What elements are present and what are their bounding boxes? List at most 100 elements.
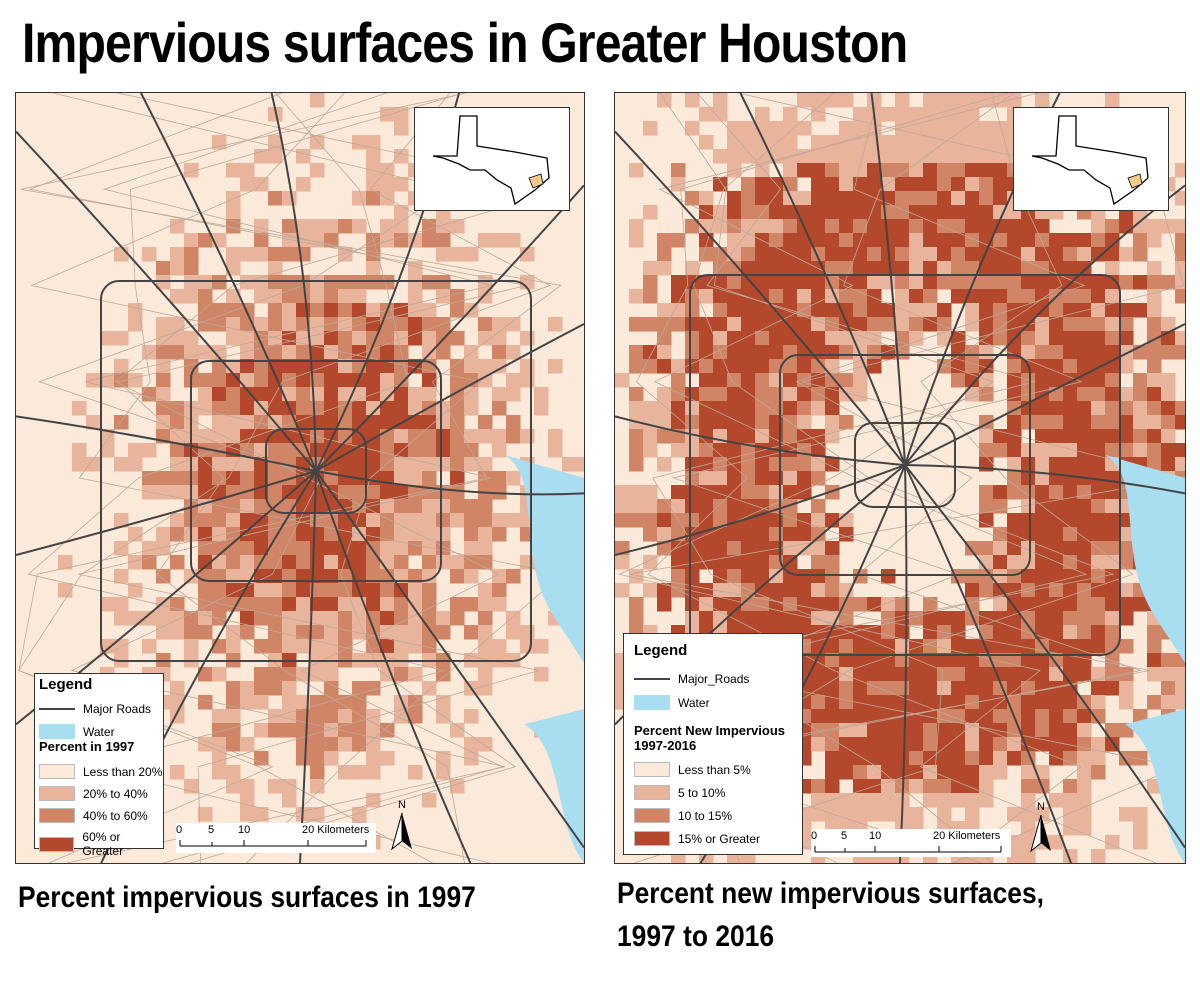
tract-cell [685, 597, 700, 612]
tract-cell [783, 611, 798, 626]
tract-cell [408, 541, 423, 556]
tract-cell [408, 583, 423, 598]
tract-cell [783, 373, 798, 388]
tract-cell [979, 485, 994, 500]
tract-cell [685, 485, 700, 500]
tract-cell [352, 191, 367, 206]
tract-cell [993, 317, 1008, 332]
tract-cell [993, 443, 1008, 458]
tract-cell [1049, 653, 1064, 668]
legend-section-title-2: 1997-2016 [634, 738, 697, 753]
tract-cell [741, 247, 756, 262]
tract-cell [1049, 611, 1064, 626]
tract-cell [797, 401, 812, 416]
tract-cell [170, 513, 185, 528]
tract-cell [394, 499, 409, 514]
tract-cell [380, 751, 395, 766]
tract-cell [979, 499, 994, 514]
tract-cell [380, 667, 395, 682]
tract-cell [783, 429, 798, 444]
tract-cell [408, 527, 423, 542]
tract-cell [853, 625, 868, 640]
tract-cell [1021, 667, 1036, 682]
tract-cell [1119, 415, 1134, 430]
tract-cell [951, 765, 966, 780]
tract-cell [965, 793, 980, 808]
tract-cell [937, 793, 952, 808]
county-line [636, 93, 1082, 863]
tract-cell [548, 429, 563, 444]
tract-cell [492, 597, 507, 612]
tract-cell [937, 737, 952, 752]
tract-cell [853, 163, 868, 178]
tract-cell [853, 723, 868, 738]
tract-cell [1105, 345, 1120, 360]
tract-cell [1119, 611, 1134, 626]
tract-cell [951, 93, 966, 108]
tract-cell [993, 569, 1008, 584]
tract-cell [629, 429, 644, 444]
tract-cell [671, 359, 686, 374]
map-panel-1997-2016[interactable]: Legend Major_Roads Water Percent New Imp… [614, 92, 1186, 864]
tract-cell [226, 317, 241, 332]
tract-cell [979, 135, 994, 150]
tract-cell [1021, 821, 1036, 836]
tract-cell [268, 359, 283, 374]
tract-cell [797, 415, 812, 430]
galveston-bay-water [1105, 454, 1185, 663]
tract-cell [366, 485, 381, 500]
tract-cell [310, 709, 325, 724]
tract-cell [937, 149, 952, 164]
tract-cell [783, 471, 798, 486]
tract-cell [839, 331, 854, 346]
tract-cell [422, 555, 437, 570]
tract-cell [1119, 555, 1134, 570]
tract-cell [170, 345, 185, 360]
legend-water-label: Water [678, 695, 710, 710]
tract-cell [254, 247, 269, 262]
choropleth-map-1997[interactable] [16, 93, 584, 863]
tract-cell [1077, 457, 1092, 472]
class-1-label: Less than 20% [83, 764, 163, 779]
tract-cell [671, 555, 686, 570]
tract-cell [100, 639, 115, 654]
tract-cell [685, 499, 700, 514]
tract-cell [1077, 555, 1092, 570]
tract-cell [769, 289, 784, 304]
tract-cell [1007, 513, 1022, 528]
tract-cell [615, 499, 630, 514]
tract-cell [422, 457, 437, 472]
tract-cell [783, 359, 798, 374]
legend-class-4: 15% or Greater [634, 831, 760, 846]
tract-cell [979, 289, 994, 304]
tract-cell [769, 331, 784, 346]
tract-cell [1091, 317, 1106, 332]
map-panel-1997[interactable]: Legend Major Roads Water Percent in 1997… [15, 92, 585, 864]
tract-cell [993, 597, 1008, 612]
county-line [653, 93, 1180, 863]
tract-cell [727, 275, 742, 290]
tract-cell [923, 149, 938, 164]
tract-cell [951, 681, 966, 696]
tract-cell [1105, 303, 1120, 318]
tract-cell [923, 121, 938, 136]
tract-cell [1049, 247, 1064, 262]
tract-cell [1063, 387, 1078, 402]
tract-cell [993, 499, 1008, 514]
tract-cell [114, 359, 129, 374]
tract-cell [909, 205, 924, 220]
tract-cell [811, 541, 826, 556]
tract-cell [1063, 695, 1078, 710]
tract-cell [212, 471, 227, 486]
tract-cell [839, 261, 854, 276]
tract-cell [839, 135, 854, 150]
tract-cell [783, 233, 798, 248]
tract-cell [811, 219, 826, 234]
tract-cell [1063, 457, 1078, 472]
tract-cell [380, 611, 395, 626]
tract-cell [951, 289, 966, 304]
tract-cell [1147, 303, 1162, 318]
tract-cell [1007, 583, 1022, 598]
tract-cell [951, 345, 966, 360]
tract-cell [548, 317, 563, 332]
